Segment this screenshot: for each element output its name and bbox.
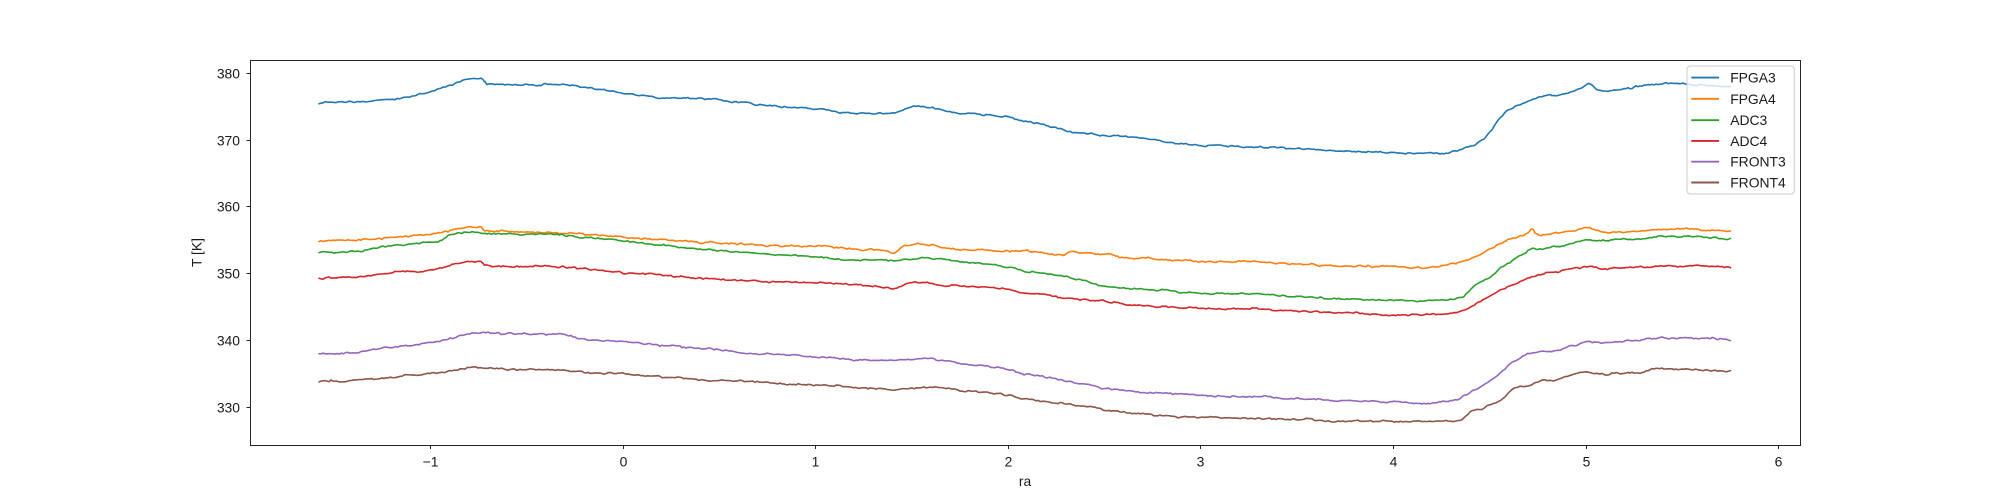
- svg-text:360: 360: [217, 199, 240, 215]
- svg-text:5: 5: [1583, 453, 1591, 469]
- svg-text:FRONT4: FRONT4: [1730, 175, 1786, 191]
- svg-text:330: 330: [217, 400, 240, 416]
- svg-text:370: 370: [217, 133, 240, 149]
- svg-text:3: 3: [1197, 453, 1205, 469]
- svg-text:T [K]: T [K]: [189, 238, 205, 267]
- svg-text:4: 4: [1390, 453, 1398, 469]
- svg-text:FPGA4: FPGA4: [1730, 91, 1776, 107]
- svg-text:350: 350: [217, 266, 240, 282]
- svg-text:6: 6: [1775, 453, 1783, 469]
- svg-text:380: 380: [217, 66, 240, 82]
- svg-text:FPGA3: FPGA3: [1730, 70, 1776, 86]
- svg-text:−1: −1: [423, 453, 439, 469]
- svg-text:ra: ra: [1019, 473, 1032, 489]
- svg-text:ADC3: ADC3: [1730, 112, 1767, 128]
- svg-text:1: 1: [812, 453, 820, 469]
- svg-text:FRONT3: FRONT3: [1730, 154, 1786, 170]
- svg-text:0: 0: [620, 453, 628, 469]
- svg-text:340: 340: [217, 333, 240, 349]
- svg-text:ADC4: ADC4: [1730, 133, 1767, 149]
- svg-text:2: 2: [1005, 453, 1013, 469]
